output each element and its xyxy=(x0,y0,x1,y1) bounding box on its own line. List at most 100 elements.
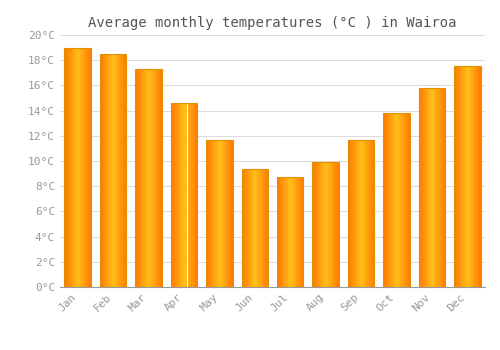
Bar xyxy=(176,103,177,287)
Bar xyxy=(292,177,293,287)
Bar xyxy=(196,103,197,287)
Bar xyxy=(424,88,425,287)
Bar xyxy=(478,66,479,287)
Bar xyxy=(154,69,156,287)
Bar xyxy=(404,113,406,287)
Bar xyxy=(464,66,466,287)
Bar xyxy=(277,177,303,287)
Bar xyxy=(244,169,245,287)
Bar xyxy=(362,140,363,287)
Bar xyxy=(142,69,143,287)
Bar xyxy=(293,177,294,287)
Bar xyxy=(360,140,361,287)
Bar xyxy=(220,140,221,287)
Bar xyxy=(277,177,278,287)
Bar xyxy=(177,103,178,287)
Bar xyxy=(226,140,228,287)
Bar xyxy=(82,48,83,287)
Bar xyxy=(246,169,247,287)
Bar xyxy=(286,177,288,287)
Bar xyxy=(120,54,121,287)
Bar xyxy=(80,48,81,287)
Bar xyxy=(476,66,477,287)
Bar xyxy=(399,113,400,287)
Bar xyxy=(250,169,252,287)
Bar xyxy=(358,140,360,287)
Bar xyxy=(328,162,329,287)
Bar xyxy=(68,48,69,287)
Bar xyxy=(90,48,91,287)
Bar xyxy=(112,54,113,287)
Bar xyxy=(431,88,432,287)
Bar xyxy=(350,140,352,287)
Bar xyxy=(123,54,124,287)
Bar xyxy=(371,140,372,287)
Bar xyxy=(394,113,396,287)
Bar xyxy=(248,169,250,287)
Bar xyxy=(433,88,434,287)
Bar xyxy=(291,177,292,287)
Bar xyxy=(367,140,368,287)
Bar xyxy=(121,54,122,287)
Bar xyxy=(430,88,431,287)
Bar xyxy=(105,54,106,287)
Bar xyxy=(300,177,301,287)
Bar xyxy=(254,169,255,287)
Bar xyxy=(188,103,190,287)
Bar xyxy=(409,113,410,287)
Bar xyxy=(86,48,88,287)
Bar xyxy=(81,48,82,287)
Bar xyxy=(210,140,212,287)
Bar xyxy=(348,140,350,287)
Bar xyxy=(124,54,126,287)
Bar xyxy=(190,103,191,287)
Bar xyxy=(401,113,402,287)
Bar xyxy=(384,113,385,287)
Bar xyxy=(355,140,356,287)
Bar xyxy=(407,113,408,287)
Bar xyxy=(122,54,123,287)
Bar xyxy=(194,103,196,287)
Bar xyxy=(159,69,160,287)
Bar xyxy=(366,140,367,287)
Bar xyxy=(170,103,197,287)
Bar xyxy=(402,113,404,287)
Bar xyxy=(77,48,78,287)
Bar xyxy=(213,140,214,287)
Bar xyxy=(474,66,476,287)
Bar xyxy=(320,162,321,287)
Bar xyxy=(115,54,116,287)
Bar xyxy=(253,169,254,287)
Bar xyxy=(432,88,433,287)
Bar xyxy=(396,113,398,287)
Bar xyxy=(104,54,105,287)
Bar xyxy=(477,66,478,287)
Bar xyxy=(170,103,172,287)
Bar xyxy=(454,66,455,287)
Bar xyxy=(421,88,422,287)
Bar xyxy=(296,177,298,287)
Bar xyxy=(66,48,67,287)
Bar xyxy=(148,69,150,287)
Bar xyxy=(191,103,192,287)
Bar xyxy=(454,66,480,287)
Bar xyxy=(69,48,70,287)
Bar xyxy=(420,88,421,287)
Bar xyxy=(471,66,472,287)
Bar xyxy=(160,69,161,287)
Bar xyxy=(85,48,86,287)
Bar xyxy=(102,54,104,287)
Bar xyxy=(458,66,460,287)
Bar xyxy=(456,66,458,287)
Bar xyxy=(329,162,330,287)
Bar xyxy=(428,88,429,287)
Bar xyxy=(323,162,324,287)
Bar xyxy=(172,103,174,287)
Bar xyxy=(315,162,316,287)
Bar xyxy=(153,69,154,287)
Bar xyxy=(425,88,426,287)
Bar xyxy=(214,140,215,287)
Bar xyxy=(356,140,358,287)
Bar xyxy=(178,103,180,287)
Bar xyxy=(322,162,323,287)
